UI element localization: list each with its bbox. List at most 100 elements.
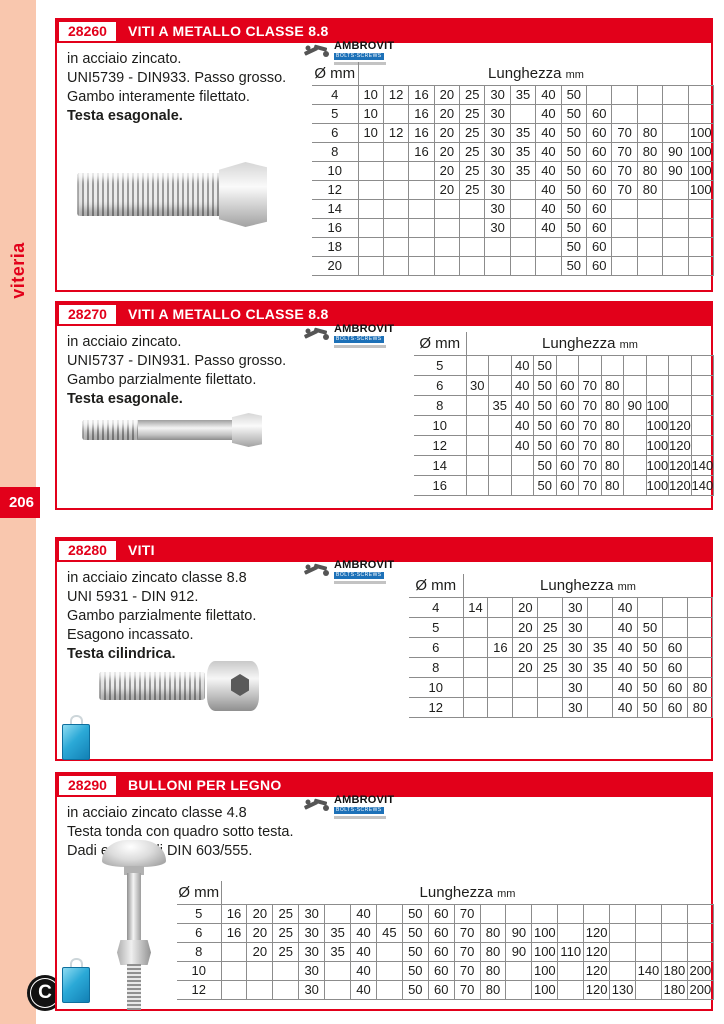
length-cell: 120 (668, 454, 692, 476)
length-cell: 80 (479, 941, 507, 962)
length-cell (357, 141, 384, 162)
length-cell (535, 255, 562, 276)
bolt-hex-head (219, 162, 267, 227)
length-cell (324, 903, 352, 924)
length-header: Lunghezza mm (220, 881, 714, 905)
length-cell (662, 179, 689, 200)
diameter-header: Ø mm (409, 574, 464, 598)
length-cell (465, 414, 489, 436)
length-cell (488, 374, 512, 396)
diameter-cell: 6 (409, 636, 464, 658)
size-row: 5 20 25 30 40 50 (409, 616, 714, 638)
length-cell (433, 255, 461, 276)
size-row: 14 50 60 70 80 100 120 140 (414, 454, 714, 476)
diameter-cell: 10 (409, 676, 464, 698)
length-cell (510, 454, 534, 476)
product-description: in acciaio zincato. UNI5737 - DIN931. Pa… (67, 334, 287, 407)
table-header-row: Ø mm Lunghezza mm (312, 62, 714, 86)
diameter-cell: 14 (414, 454, 467, 476)
length-cell (645, 374, 669, 396)
length-cell (686, 656, 714, 678)
length-cell (537, 696, 564, 718)
length-cell (623, 414, 647, 436)
section-header: 28280 VITI (56, 538, 712, 562)
length-cell (587, 616, 614, 638)
length-cell (505, 903, 533, 924)
length-cell: 35 (587, 636, 614, 658)
length-cell: 30 (298, 903, 326, 924)
size-table: Ø mm Lunghezza mm 4 10 12 16 20 25 30 35 40 50 5 10 16… (312, 62, 715, 276)
size-row: 6 10 12 16 20 25 30 35 40 50 60 70 80 100 (312, 122, 715, 143)
length-cell (537, 596, 564, 618)
length-cell: 60 (586, 103, 613, 124)
length-cell: 40 (510, 374, 534, 396)
length-cell (662, 255, 689, 276)
length-cell: 100 (687, 179, 715, 200)
length-cell (636, 217, 664, 238)
length-header: Lunghezza mm (357, 62, 714, 86)
bolt-thread (99, 672, 205, 700)
length-cell (408, 217, 435, 238)
length-cell (587, 596, 614, 618)
length-cell: 80 (686, 696, 714, 718)
section-title: VITI A METALLO CLASSE 8.8 (127, 306, 329, 322)
length-cell: 80 (636, 122, 664, 143)
hex-nut (117, 940, 151, 965)
length-cell: 80 (479, 979, 507, 1000)
length-cell: 30 (562, 636, 589, 658)
length-cell: 40 (535, 217, 562, 238)
size-row: 10 30 40 50 60 80 (409, 676, 714, 698)
length-cell: 16 (487, 636, 514, 658)
length-cell: 50 (637, 636, 663, 658)
brand-tagline-bar (334, 816, 386, 819)
length-cell: 80 (636, 141, 664, 162)
length-cell (557, 922, 585, 943)
length-cell (611, 236, 638, 257)
length-cell (465, 434, 489, 456)
size-row: 10 40 50 60 70 80 100 120 (414, 414, 714, 436)
length-cell (505, 979, 533, 1000)
length-cell: 50 (560, 103, 588, 124)
diameter-cell: 10 (414, 414, 467, 436)
length-cell (686, 636, 714, 658)
length-cell (635, 922, 662, 943)
length-cell (645, 354, 669, 376)
length-cell: 100 (687, 141, 715, 162)
table-header-row: Ø mm Lunghezza mm (414, 332, 714, 356)
length-cell: 100 (645, 454, 669, 476)
length-cell (382, 103, 410, 124)
length-cell (690, 394, 714, 416)
length-cell: 60 (586, 217, 613, 238)
length-cell (686, 922, 715, 943)
package-body (62, 967, 90, 1003)
length-cell: 120 (668, 414, 692, 436)
length-cell (687, 217, 715, 238)
length-cell: 50 (637, 676, 663, 698)
length-cell: 30 (484, 103, 511, 124)
length-cell (487, 656, 514, 678)
length-cell: 35 (509, 84, 537, 105)
length-cell: 25 (272, 903, 300, 924)
length-cell: 40 (612, 636, 639, 658)
length-cell: 180 (660, 979, 688, 1000)
length-cell (636, 84, 664, 105)
length-cell: 40 (510, 394, 534, 416)
size-row: 10 20 25 30 35 40 50 60 70 80 90 100 (312, 160, 715, 181)
length-cell (465, 454, 489, 476)
length-cell (662, 616, 688, 638)
length-cell (487, 696, 514, 718)
length-cell (357, 236, 384, 257)
length-cell (408, 236, 435, 257)
length-cell: 30 (298, 979, 326, 1000)
length-cell (382, 179, 410, 200)
length-cell: 50 (560, 122, 588, 143)
length-cell (687, 84, 715, 105)
length-cell: 60 (555, 474, 579, 496)
length-cell: 70 (453, 960, 481, 981)
length-cell (635, 979, 662, 1000)
length-cell: 140 (690, 474, 714, 496)
length-cell: 30 (484, 122, 511, 143)
length-cell (509, 255, 537, 276)
length-cell: 80 (479, 922, 507, 943)
length-cell (408, 198, 435, 219)
